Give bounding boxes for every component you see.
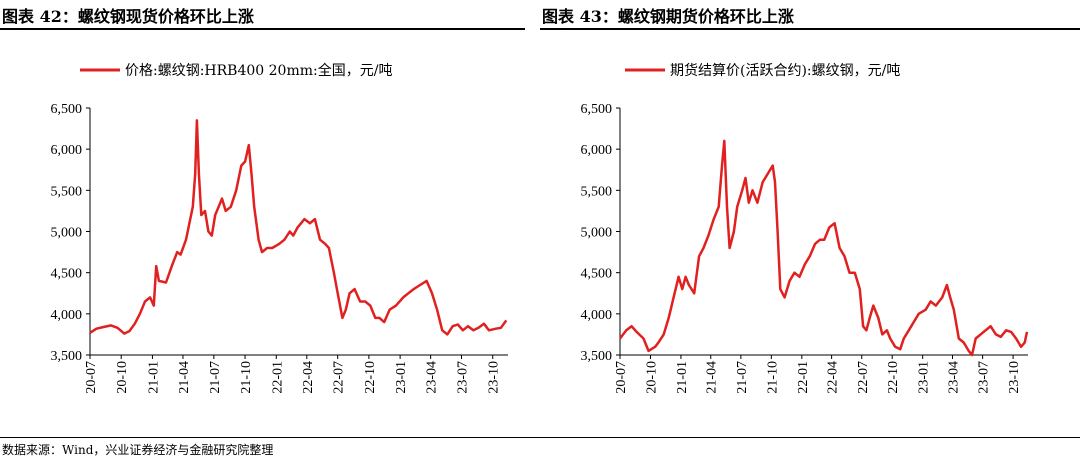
x-tick-label-left: 22-04 — [301, 361, 316, 394]
y-tick-label-right: 6,500 — [581, 102, 613, 117]
x-tick-label-left: 23-01 — [394, 361, 409, 394]
legend-label-left: 价格:螺纹钢:HRB400 20mm:全国，元/吨 — [125, 62, 392, 79]
y-tick-label-right: 5,500 — [581, 184, 613, 199]
y-tick-label-right: 6,000 — [581, 143, 613, 158]
x-tick-label-right: 23-01 — [917, 361, 932, 394]
x-tick-label-right: 23-07 — [977, 361, 992, 394]
series-line-left-0 — [89, 119, 508, 336]
x-tick-label-right: 20-07 — [614, 361, 629, 394]
bottom-rule — [0, 437, 1080, 438]
legend-label-right: 期货结算价(活跃合约):螺纹钢，元/吨 — [670, 62, 900, 79]
y-tick-label-right: 4,000 — [581, 308, 613, 323]
series-line-right-0 — [619, 139, 1029, 357]
y-tick-label-left: 4,000 — [51, 308, 83, 323]
y-tick-label-right: 4,500 — [581, 267, 613, 282]
x-tick-label-left: 21-04 — [177, 361, 192, 394]
x-tick-label-left: 22-10 — [363, 361, 378, 394]
x-tick-label-left: 21-10 — [239, 361, 254, 394]
y-tick-label-left: 5,500 — [51, 184, 83, 199]
x-tick-label-right: 21-04 — [705, 361, 720, 394]
x-tick-label-left: 20-10 — [115, 361, 130, 394]
x-tick-label-left: 20-07 — [84, 361, 99, 394]
source-note: 数据来源：Wind，兴业证券经济与金融研究院整理 — [2, 443, 274, 457]
chart-header-left: 图表 42：螺纹钢现货价格环比上涨 — [0, 0, 525, 30]
x-tick-label-right: 23-04 — [946, 361, 961, 394]
x-tick-label-left: 22-01 — [270, 361, 285, 394]
chart-title-right: 图表 43：螺纹钢期货价格环比上涨 — [542, 7, 794, 26]
x-tick-label-right: 20-10 — [644, 361, 659, 394]
charts-canvas: 价格:螺纹钢:HRB400 20mm:全国，元/吨 3,500 4,000 4,500… — [51, 62, 1029, 394]
x-tick-label-left: 23-07 — [456, 361, 471, 394]
x-tick-label-right: 22-07 — [856, 361, 871, 394]
x-tick-label-left: 21-01 — [146, 361, 161, 394]
x-tick-label-right: 21-10 — [765, 361, 780, 394]
y-tick-label-left: 3,500 — [51, 349, 83, 364]
y-tick-label-left: 5,000 — [51, 226, 83, 241]
y-tick-label-right: 5,000 — [581, 226, 613, 241]
y-tick-label-right: 3,500 — [581, 349, 613, 364]
x-tick-label-right: 22-04 — [826, 361, 841, 394]
chart-title-left: 图表 42：螺纹钢现货价格环比上涨 — [2, 7, 254, 26]
x-tick-label-left: 21-07 — [208, 361, 223, 394]
x-tick-label-left: 23-04 — [425, 361, 440, 394]
x-tick-label-left: 23-10 — [487, 361, 502, 394]
y-tick-label-left: 4,500 — [51, 267, 83, 282]
x-tick-label-right: 21-07 — [735, 361, 750, 394]
x-tick-label-right: 23-10 — [1007, 361, 1022, 394]
chart-header-right: 图表 43：螺纹钢期货价格环比上涨 — [540, 0, 1080, 30]
y-tick-label-left: 6,000 — [51, 143, 83, 158]
x-tick-label-right: 22-01 — [796, 361, 811, 394]
x-tick-label-right: 22-10 — [886, 361, 901, 394]
y-tick-label-left: 6,500 — [51, 102, 83, 117]
x-tick-label-right: 21-01 — [675, 361, 690, 394]
x-tick-label-left: 22-07 — [332, 361, 347, 394]
